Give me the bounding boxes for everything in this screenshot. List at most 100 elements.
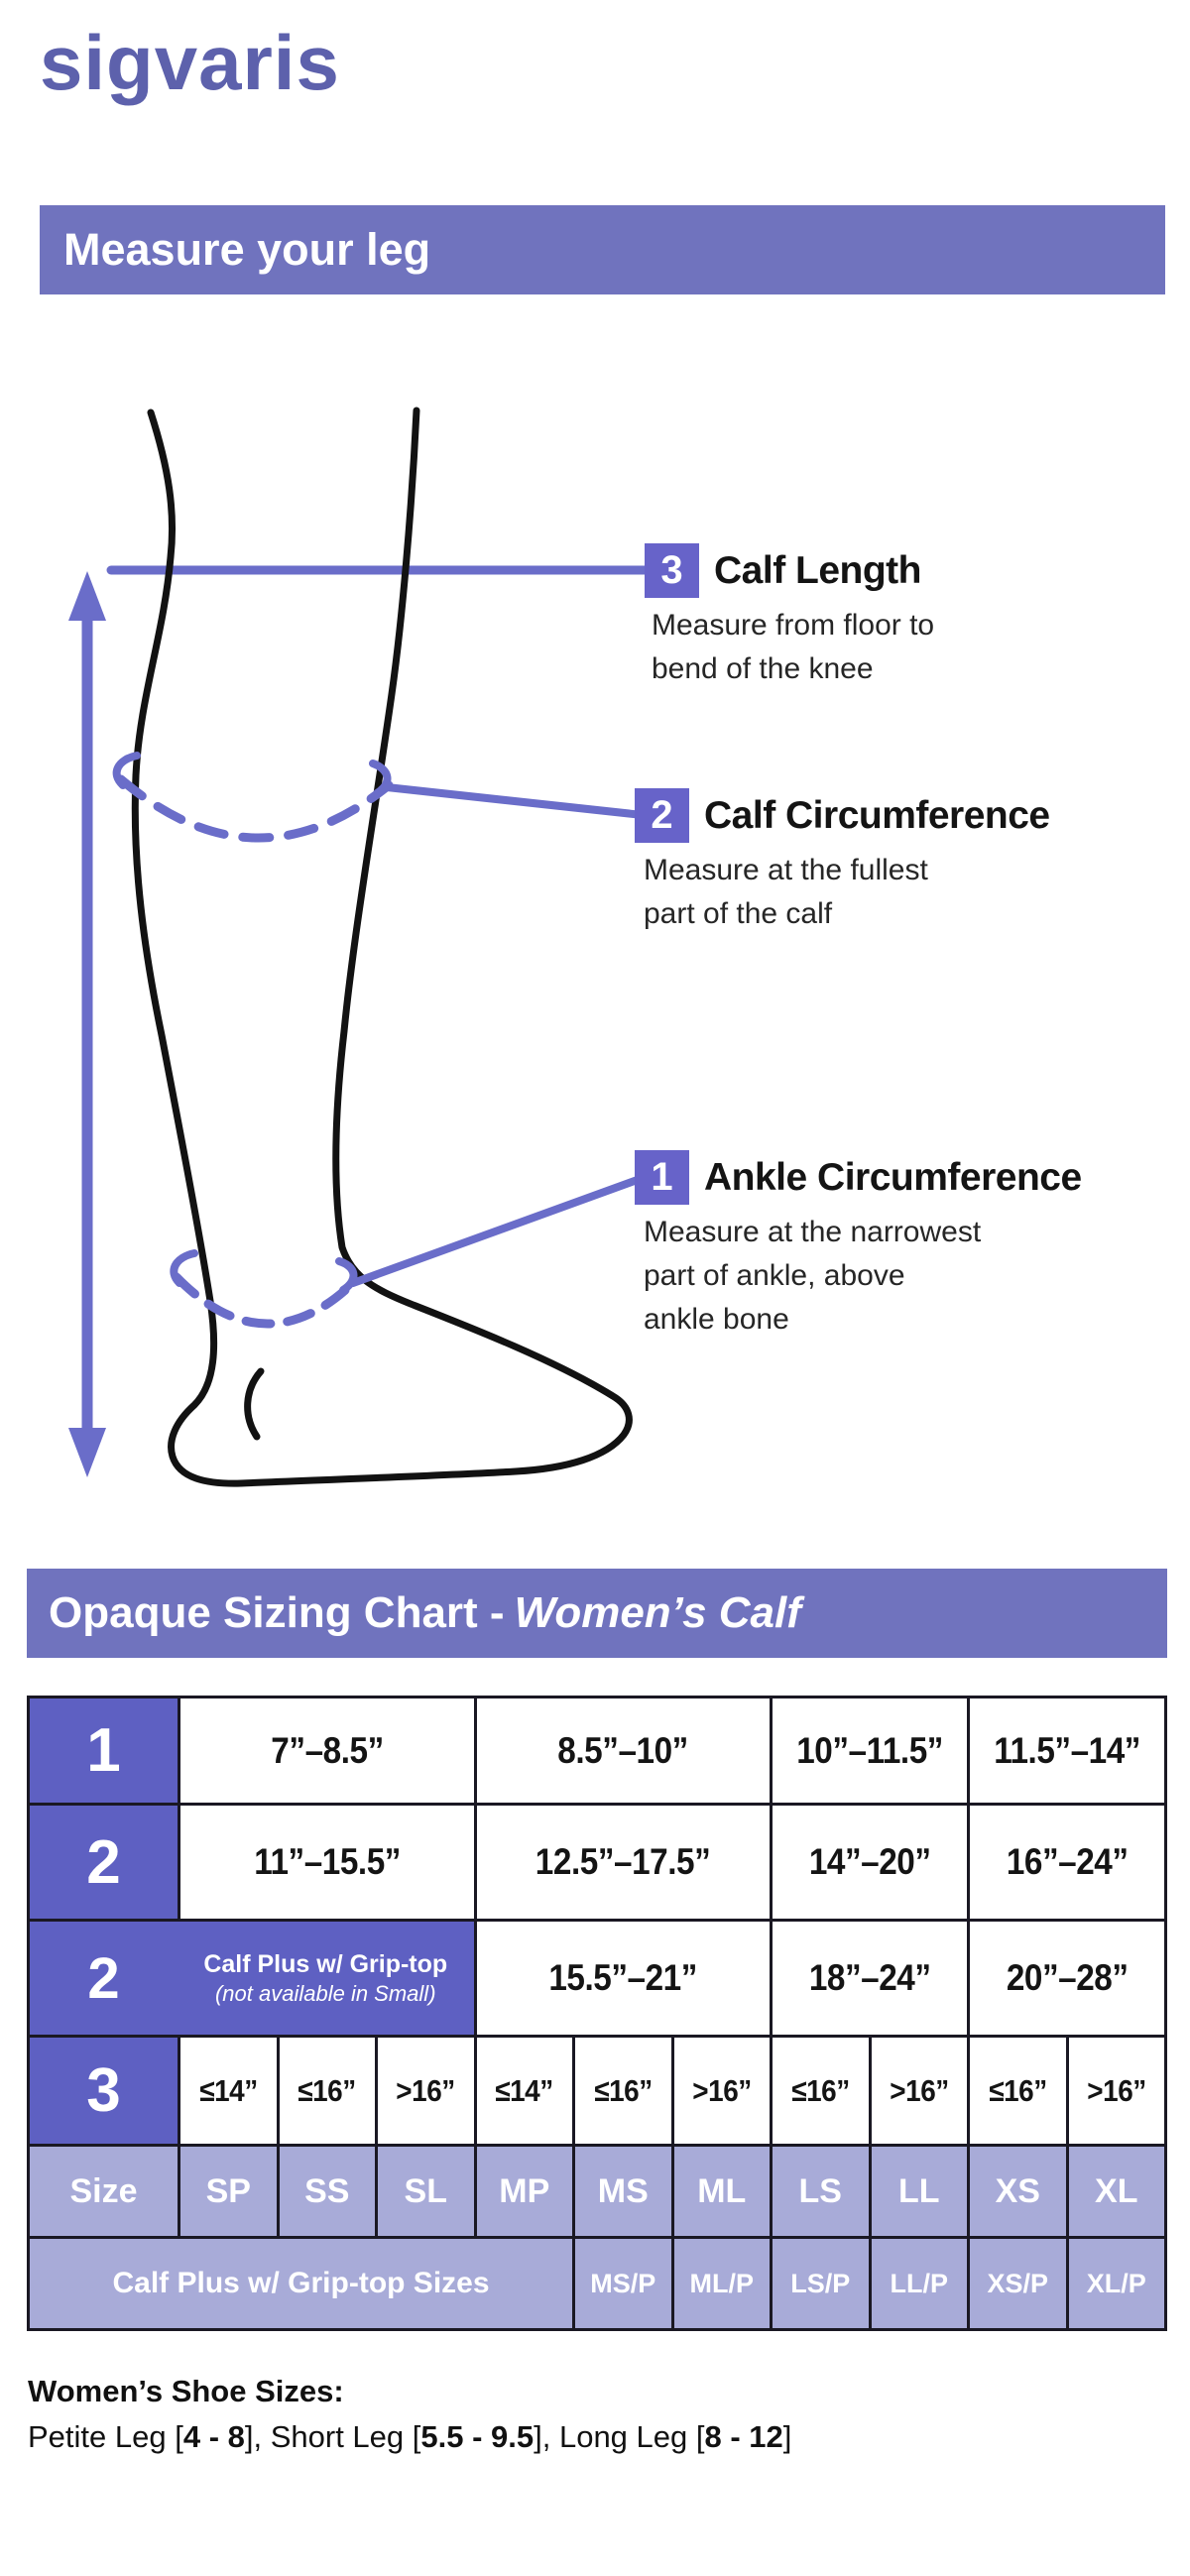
step-2-badge: 2 xyxy=(635,788,689,843)
row3-value-cell: 20”–28” xyxy=(970,1922,1164,2035)
row4-value-cell: >16” xyxy=(673,2038,770,2144)
ankle-bone-arc xyxy=(244,1367,265,1441)
step-1-desc-line1: Measure at the narrowest xyxy=(644,1216,982,1248)
step-1-desc-line3: ankle bone xyxy=(644,1303,789,1336)
row4-value-cell: ≤16” xyxy=(279,2038,375,2144)
row4-value: >16” xyxy=(890,2072,949,2108)
size-cell: XL xyxy=(1068,2147,1164,2236)
step-1-desc-line2: part of ankle, above xyxy=(644,1259,905,1292)
grip-top-size-cell: XS/P xyxy=(970,2239,1066,2328)
sizing-chart-title: Opaque Sizing Chart - xyxy=(49,1588,505,1637)
row2-value: 14”–20” xyxy=(808,1841,931,1882)
size-cell: MP xyxy=(476,2147,572,2236)
row3-step-number: 2 xyxy=(87,1945,120,2011)
step-2-desc-line1: Measure at the fullest xyxy=(644,854,928,886)
row4-value-cell: ≤14” xyxy=(476,2038,572,2144)
step-2-title: Calf Circumference xyxy=(704,793,1050,837)
row1-value: 10”–11.5” xyxy=(796,1729,943,1771)
row1-value: 8.5”–10” xyxy=(557,1729,689,1771)
size-cell: XS xyxy=(970,2147,1066,2236)
shoe-sizes-text: ], Short Leg [ xyxy=(244,2419,421,2454)
calf-dashed-measure xyxy=(112,752,394,843)
size-cell: SS xyxy=(279,2147,375,2236)
step-3-description: Measure from floor to bend of the knee xyxy=(652,604,934,691)
row4-value-cell: ≤16” xyxy=(773,2038,869,2144)
row4-value: ≤16” xyxy=(594,2072,653,2108)
row2-value: 11”–15.5” xyxy=(253,1841,401,1882)
grip-top-size-cell: MS/P xyxy=(575,2239,671,2328)
step-2-description: Measure at the fullest part of the calf xyxy=(644,849,928,936)
sizing-chart-title-italic: Women’s Calf xyxy=(514,1588,801,1637)
row4-value: >16” xyxy=(396,2072,456,2108)
row3-value: 20”–28” xyxy=(1006,1957,1129,1998)
brand-logo: sigvaris xyxy=(40,19,340,106)
row4-value: ≤14” xyxy=(199,2072,258,2108)
row2-value: 12.5”–17.5” xyxy=(535,1841,711,1882)
row2-value-cell: 16”–24” xyxy=(970,1806,1164,1919)
size-cell: MS xyxy=(575,2147,671,2236)
row3-value: 15.5”–21” xyxy=(548,1957,698,1998)
size-cell: ML xyxy=(673,2147,770,2236)
grip-top-sizes-label-cell: Calf Plus w/ Grip-top Sizes xyxy=(30,2239,572,2328)
ankle-dashed-measure xyxy=(170,1249,360,1329)
step-3-badge: 3 xyxy=(645,543,699,598)
row3-value-cell: 15.5”–21” xyxy=(476,1922,770,2035)
row2-value-cell: 14”–20” xyxy=(773,1806,967,1919)
step-3-title: Calf Length xyxy=(714,548,921,592)
calf-connector-line xyxy=(383,783,647,819)
shoe-sizes-text: ] xyxy=(782,2419,792,2454)
sizing-chart-header: Opaque Sizing Chart - Women’s Calf xyxy=(27,1569,1167,1658)
step-1-title: Ankle Circumference xyxy=(704,1155,1082,1199)
size-row-label-cell: Size xyxy=(30,2147,178,2236)
row4-value-cell: ≤16” xyxy=(970,2038,1066,2144)
row2-value-cell: 11”–15.5” xyxy=(180,1806,474,1919)
shoe-sizes-text: ], Long Leg [ xyxy=(534,2419,705,2454)
row3-calf-plus-text: Calf Plus w/ Grip-top (not available in … xyxy=(178,1949,474,2008)
sizing-table: 1 7”–8.5” 8.5”–10” 10”–11.5” 11.5”–14” 2… xyxy=(27,1696,1167,2331)
shoe-sizes-detail: Petite Leg [4 - 8], Short Leg [5.5 - 9.5… xyxy=(28,2419,791,2455)
long-leg-range: 8 - 12 xyxy=(704,2419,783,2454)
row4-value-cell: ≤16” xyxy=(575,2038,671,2144)
grip-top-size-cell: LL/P xyxy=(871,2239,967,2328)
shoe-sizes-heading: Women’s Shoe Sizes: xyxy=(28,2374,344,2408)
ankle-connector-line xyxy=(349,1174,647,1287)
step-1-description: Measure at the narrowest part of ankle, … xyxy=(644,1211,981,1342)
size-cell: LS xyxy=(773,2147,869,2236)
row2-value-cell: 12.5”–17.5” xyxy=(476,1806,770,1919)
row3-value: 18”–24” xyxy=(808,1957,931,1998)
step-1-badge: 1 xyxy=(635,1150,689,1205)
row1-value-cell: 8.5”–10” xyxy=(476,1698,770,1803)
petite-leg-range: 4 - 8 xyxy=(182,2419,245,2454)
row3-calf-plus-italic: (not available in Small) xyxy=(214,1980,436,2006)
row4-value-cell: >16” xyxy=(1068,2038,1164,2144)
measure-section-title: Measure your leg xyxy=(63,224,431,275)
row1-value-cell: 10”–11.5” xyxy=(773,1698,967,1803)
grip-top-size-cell: XL/P xyxy=(1068,2239,1164,2328)
row4-value: >16” xyxy=(1087,2072,1146,2108)
row1-value: 7”–8.5” xyxy=(271,1729,384,1771)
vertical-double-arrow-icon xyxy=(68,571,106,1477)
row4-value-cell: ≤14” xyxy=(180,2038,277,2144)
row2-step-number-cell: 2 xyxy=(30,1806,178,1919)
step-3-desc-line2: bend of the knee xyxy=(652,652,874,685)
row4-value: >16” xyxy=(692,2072,752,2108)
size-cell: SP xyxy=(180,2147,277,2236)
row4-step-number-cell: 3 xyxy=(30,2038,178,2144)
row4-value: ≤16” xyxy=(298,2072,357,2108)
row3-value-cell: 18”–24” xyxy=(773,1922,967,2035)
step-2-desc-line2: part of the calf xyxy=(644,897,833,930)
row4-value: ≤16” xyxy=(791,2072,850,2108)
grip-top-size-cell: LS/P xyxy=(773,2239,869,2328)
size-cell: SL xyxy=(378,2147,474,2236)
grip-top-size-cell: ML/P xyxy=(673,2239,770,2328)
step-3-desc-line1: Measure from floor to xyxy=(652,609,935,642)
row1-value: 11.5”–14” xyxy=(994,1729,1140,1771)
row3-calf-plus-bold: Calf Plus w/ Grip-top xyxy=(203,1949,448,1978)
short-leg-range: 5.5 - 9.5 xyxy=(420,2419,535,2454)
row2-value: 16”–24” xyxy=(1006,1841,1129,1882)
row4-value: ≤14” xyxy=(495,2072,554,2108)
size-cell: LL xyxy=(871,2147,967,2236)
row1-value-cell: 7”–8.5” xyxy=(180,1698,474,1803)
row4-value: ≤16” xyxy=(989,2072,1047,2108)
